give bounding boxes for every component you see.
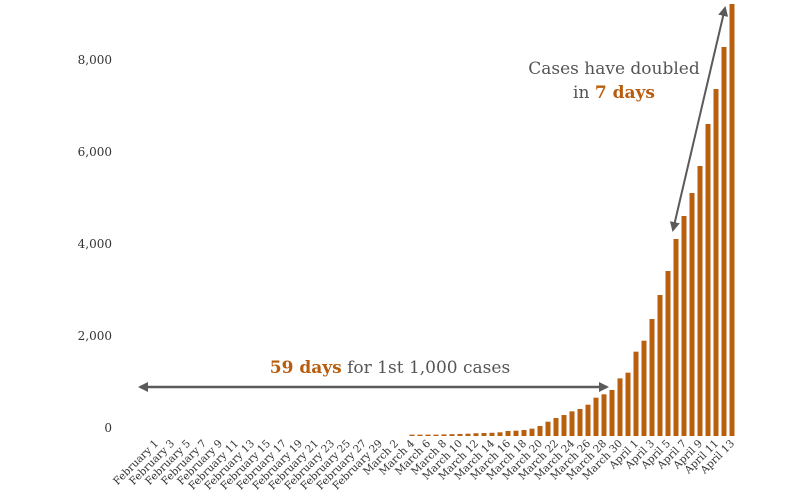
bars: [409, 4, 735, 437]
bar: [721, 46, 727, 437]
bar: [657, 295, 663, 436]
doubled-annotation-line2: in 7 days: [573, 83, 655, 103]
bar: [497, 432, 503, 436]
y-tick-label: 4,000: [78, 237, 112, 251]
bar: [465, 433, 471, 436]
bar: [521, 430, 527, 436]
first-1000-annotation: 59 days for 1st 1,000 cases: [270, 358, 510, 378]
bar: [609, 390, 615, 436]
first-1000-highlight: 59 days: [270, 358, 342, 378]
bar: [409, 434, 415, 436]
bar: [489, 432, 495, 436]
bar: [425, 434, 431, 436]
bar: [641, 340, 647, 436]
bar: [625, 372, 631, 436]
bar: [633, 351, 639, 436]
doubling-arrow: [669, 6, 729, 232]
bar: [529, 428, 535, 436]
bar: [585, 404, 591, 436]
bar: [569, 411, 575, 436]
bar: [601, 394, 607, 436]
bar: [649, 319, 655, 436]
doubled-prefix: in: [573, 83, 595, 103]
doubled-highlight: 7 days: [595, 83, 655, 103]
bar: [713, 89, 719, 436]
bar: [577, 408, 583, 436]
y-axis: 0 2,000 4,000 6,000 8,000: [78, 53, 112, 435]
y-tick-label: 8,000: [78, 53, 112, 67]
doubled-annotation-line1: Cases have doubled: [528, 59, 700, 79]
bar: [441, 434, 447, 436]
bar: [481, 433, 487, 436]
bar: [457, 433, 463, 436]
first-1000-text: for 1st 1,000 cases: [342, 358, 510, 378]
y-tick-label: 6,000: [78, 145, 112, 159]
bar: [617, 378, 623, 436]
bar: [473, 433, 479, 436]
bar: [593, 397, 599, 436]
bar: [673, 238, 679, 436]
bar: [417, 434, 423, 436]
bar: [705, 123, 711, 437]
bar: [697, 165, 703, 437]
bar: [729, 4, 735, 436]
bar: [681, 215, 687, 436]
bar: [537, 426, 543, 436]
y-tick-label: 0: [104, 421, 112, 435]
bar: [513, 430, 519, 436]
bar: [561, 415, 567, 436]
bar: [545, 421, 551, 436]
bar: [433, 434, 439, 436]
bar: [553, 418, 559, 436]
bar: [665, 270, 671, 436]
bar: [505, 430, 511, 436]
bar: [449, 434, 455, 436]
bar: [689, 192, 695, 436]
y-tick-label: 2,000: [78, 329, 112, 343]
